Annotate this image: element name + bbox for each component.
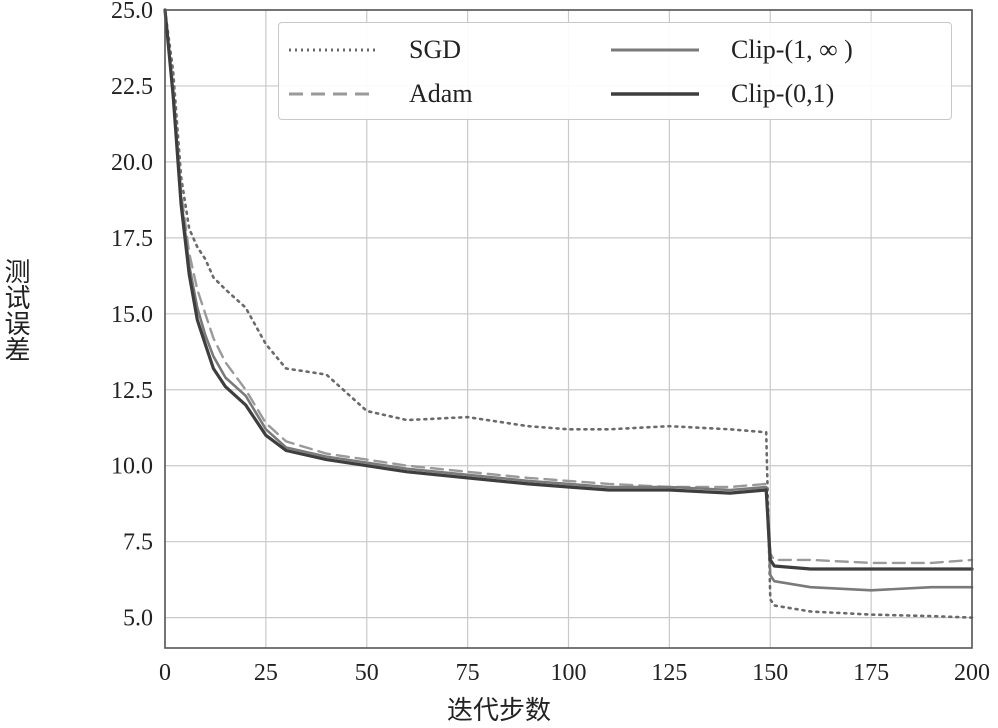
y-tick-label: 25.0 xyxy=(111,0,153,24)
legend-label-adam: Adam xyxy=(409,79,473,108)
y-tick-label: 17.5 xyxy=(111,226,153,252)
legend-label-clip-1-inf: Clip-(1, ∞ ) xyxy=(731,35,853,64)
series-line-1 xyxy=(163,8,974,565)
y-tick-label: 7.5 xyxy=(123,530,153,556)
y-tick-label: 5.0 xyxy=(123,606,153,632)
x-tick-label: 50 xyxy=(355,660,379,686)
x-tick-label: 125 xyxy=(651,660,687,686)
legend-swatch-clip-0-1 xyxy=(611,92,699,96)
x-tick-label: 100 xyxy=(551,660,587,686)
legend: SGD Adam Clip-(1, ∞ ) Clip-(0,1) xyxy=(278,22,952,120)
legend-swatch-adam xyxy=(289,92,377,96)
legend-item-sgd: SGD xyxy=(289,35,461,65)
legend-label-sgd: SGD xyxy=(409,35,462,64)
series-layer xyxy=(163,8,974,619)
y-tick-label: 22.5 xyxy=(111,74,153,100)
y-tick-label: 12.5 xyxy=(111,378,153,404)
legend-swatch-clip-1-inf xyxy=(611,48,699,52)
y-tick-label: 20.0 xyxy=(111,150,153,176)
series-line-3 xyxy=(163,8,974,571)
y-tick-label: 15.0 xyxy=(111,302,153,328)
x-axis-label: 迭代步数 xyxy=(446,696,551,726)
series-line-2 xyxy=(163,8,974,592)
y-axis-label: 测试误差 xyxy=(0,258,30,362)
x-tick-label: 150 xyxy=(752,660,788,686)
y-tick-label: 10.0 xyxy=(111,454,153,480)
x-tick-label: 75 xyxy=(456,660,480,686)
x-tick-label: 175 xyxy=(853,660,889,686)
x-tick-label: 25 xyxy=(254,660,278,686)
x-tick-label: 200 xyxy=(954,660,990,686)
legend-label-clip-0-1: Clip-(0,1) xyxy=(731,79,835,108)
legend-item-clip-0-1: Clip-(0,1) xyxy=(611,79,834,109)
x-tick-label: 0 xyxy=(159,660,171,686)
y-tick-labels: 5.0 7.5 10.0 12.5 15.0 17.5 20.0 22.5 25.0 xyxy=(111,0,153,632)
series-line-0 xyxy=(163,8,974,619)
legend-item-clip-1-inf: Clip-(1, ∞ ) xyxy=(611,35,853,65)
legend-swatch-sgd xyxy=(289,48,377,52)
plot-frame xyxy=(164,9,973,649)
x-tick-labels: 0 25 50 75 100 125 150 175 200 xyxy=(159,660,990,686)
legend-item-adam: Adam xyxy=(289,79,473,109)
